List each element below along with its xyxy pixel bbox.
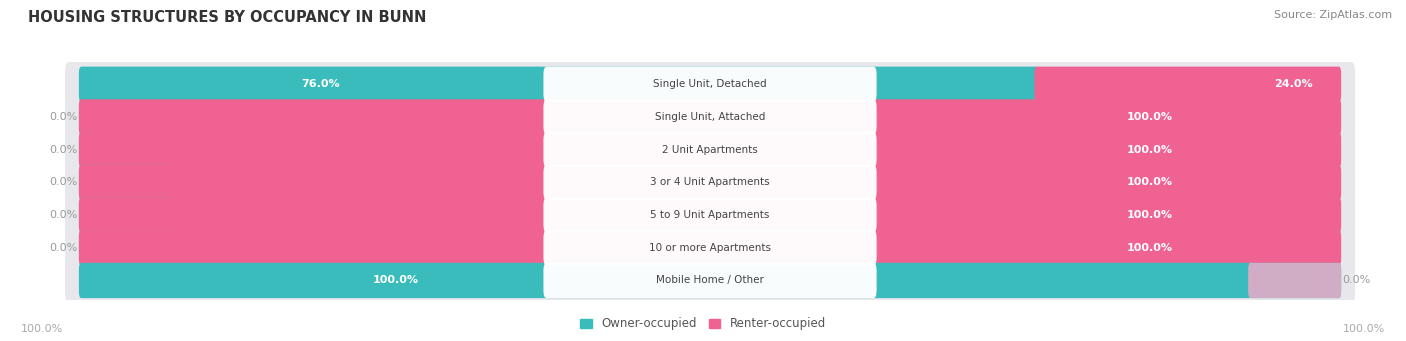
Text: 100.0%: 100.0%: [1343, 324, 1385, 334]
Text: Single Unit, Detached: Single Unit, Detached: [654, 79, 766, 89]
FancyBboxPatch shape: [1249, 263, 1341, 298]
FancyBboxPatch shape: [65, 258, 1355, 303]
FancyBboxPatch shape: [79, 165, 1341, 200]
FancyBboxPatch shape: [79, 99, 1341, 135]
Text: 100.0%: 100.0%: [21, 324, 63, 334]
Text: 3 or 4 Unit Apartments: 3 or 4 Unit Apartments: [650, 177, 770, 187]
Text: 76.0%: 76.0%: [301, 79, 340, 89]
FancyBboxPatch shape: [79, 197, 1341, 233]
FancyBboxPatch shape: [79, 197, 172, 233]
Text: 100.0%: 100.0%: [1128, 145, 1173, 155]
FancyBboxPatch shape: [1035, 66, 1341, 102]
Text: 100.0%: 100.0%: [1128, 112, 1173, 122]
FancyBboxPatch shape: [65, 62, 1355, 106]
Text: HOUSING STRUCTURES BY OCCUPANCY IN BUNN: HOUSING STRUCTURES BY OCCUPANCY IN BUNN: [28, 10, 426, 25]
Text: Source: ZipAtlas.com: Source: ZipAtlas.com: [1274, 10, 1392, 20]
FancyBboxPatch shape: [79, 230, 1341, 265]
Text: 0.0%: 0.0%: [49, 112, 77, 122]
FancyBboxPatch shape: [79, 165, 172, 200]
Text: Single Unit, Attached: Single Unit, Attached: [655, 112, 765, 122]
Text: 5 to 9 Unit Apartments: 5 to 9 Unit Apartments: [651, 210, 769, 220]
FancyBboxPatch shape: [79, 99, 172, 135]
FancyBboxPatch shape: [65, 128, 1355, 172]
Text: 100.0%: 100.0%: [1128, 177, 1173, 187]
Text: 100.0%: 100.0%: [1128, 210, 1173, 220]
FancyBboxPatch shape: [65, 160, 1355, 205]
Text: 24.0%: 24.0%: [1274, 79, 1313, 89]
Text: 100.0%: 100.0%: [1128, 243, 1173, 253]
FancyBboxPatch shape: [544, 230, 876, 265]
FancyBboxPatch shape: [544, 263, 876, 298]
FancyBboxPatch shape: [65, 95, 1355, 139]
FancyBboxPatch shape: [544, 66, 876, 102]
FancyBboxPatch shape: [79, 132, 172, 167]
FancyBboxPatch shape: [65, 225, 1355, 270]
Text: Mobile Home / Other: Mobile Home / Other: [657, 276, 763, 285]
FancyBboxPatch shape: [544, 132, 876, 167]
Text: 0.0%: 0.0%: [49, 145, 77, 155]
FancyBboxPatch shape: [65, 193, 1355, 237]
FancyBboxPatch shape: [544, 165, 876, 200]
FancyBboxPatch shape: [544, 99, 876, 135]
Legend: Owner-occupied, Renter-occupied: Owner-occupied, Renter-occupied: [575, 313, 831, 335]
Text: 10 or more Apartments: 10 or more Apartments: [650, 243, 770, 253]
Text: 0.0%: 0.0%: [49, 210, 77, 220]
Text: 100.0%: 100.0%: [373, 276, 419, 285]
FancyBboxPatch shape: [79, 230, 172, 265]
FancyBboxPatch shape: [544, 197, 876, 233]
FancyBboxPatch shape: [79, 132, 1341, 167]
FancyBboxPatch shape: [79, 263, 1341, 298]
Text: 0.0%: 0.0%: [1343, 276, 1371, 285]
FancyBboxPatch shape: [79, 66, 1039, 102]
Text: 2 Unit Apartments: 2 Unit Apartments: [662, 145, 758, 155]
Text: 0.0%: 0.0%: [49, 243, 77, 253]
Text: 0.0%: 0.0%: [49, 177, 77, 187]
